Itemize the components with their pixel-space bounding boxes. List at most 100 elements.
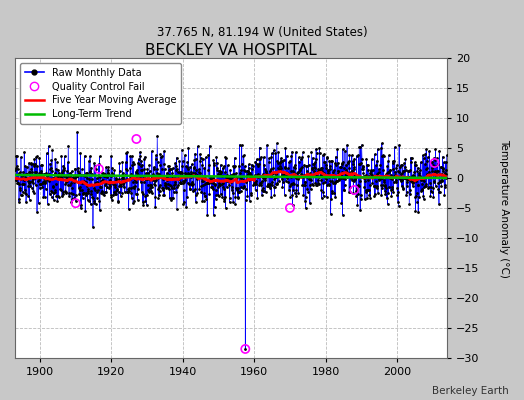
Point [168,185,177,192]
Point [136,153,145,159]
Point [342,172,351,178]
Point [311,156,320,162]
Point [354,160,363,167]
Point [231,163,239,170]
Point [363,194,371,201]
Point [246,173,255,179]
Point [342,167,351,173]
Point [308,154,316,161]
Point [195,170,204,176]
Point [115,175,123,182]
Point [286,193,294,200]
Point [391,172,400,179]
Point [308,166,316,172]
Point [304,188,312,195]
Point [419,193,428,199]
Point [257,178,266,185]
Point [138,199,147,205]
Point [322,162,330,168]
Point [213,164,221,171]
Point [159,185,167,191]
Point [125,185,133,191]
Point [215,168,224,174]
Point [127,195,136,201]
Point [419,196,428,202]
Point [169,195,177,202]
Point [313,170,321,177]
Point [91,162,100,169]
Point [189,188,197,194]
Point [218,193,226,200]
Point [297,164,305,171]
Point [413,164,422,171]
Point [369,167,377,173]
Point [362,156,370,162]
Point [18,172,27,178]
Point [418,180,426,187]
Point [82,170,90,176]
Point [266,185,274,191]
Point [394,168,402,174]
Point [187,174,195,180]
Point [152,170,161,176]
Point [292,187,300,194]
Point [403,177,412,183]
Point [26,178,35,185]
Point [294,174,303,180]
Point [18,180,26,187]
Point [341,176,350,182]
Point [431,167,439,174]
Point [434,188,443,195]
Point [184,166,192,172]
Point [123,188,131,195]
Point [400,175,409,181]
Point [401,167,410,174]
Point [325,182,333,188]
Point [319,192,328,199]
Point [406,187,414,193]
Point [70,195,79,201]
Point [259,175,267,181]
Point [361,175,369,182]
Point [230,170,238,177]
Point [131,183,139,189]
Point [343,168,351,175]
Point [185,180,193,187]
Point [226,174,235,181]
Point [248,176,256,182]
Point [388,186,396,192]
Point [201,193,209,200]
Point [243,168,251,174]
Point [280,171,288,177]
Point [410,172,418,179]
Point [128,183,137,190]
Point [181,177,190,184]
Point [150,182,159,188]
Point [102,180,110,186]
Point [119,174,127,180]
Point [187,168,195,175]
Point [34,200,42,207]
Point [178,178,187,184]
Point [88,191,96,197]
Point [434,186,443,192]
Point [414,182,423,188]
Point [223,172,231,178]
Point [302,163,311,169]
Point [387,193,396,199]
Point [61,190,70,196]
Point [119,176,128,182]
Point [217,169,226,176]
Point [13,152,21,159]
Point [269,147,278,154]
Point [161,180,169,186]
Point [18,188,27,195]
Point [110,167,118,174]
Point [62,174,71,180]
Point [405,200,413,207]
Point [191,170,199,176]
Point [137,158,146,164]
Point [403,182,411,189]
Point [392,165,401,171]
Point [110,179,118,186]
